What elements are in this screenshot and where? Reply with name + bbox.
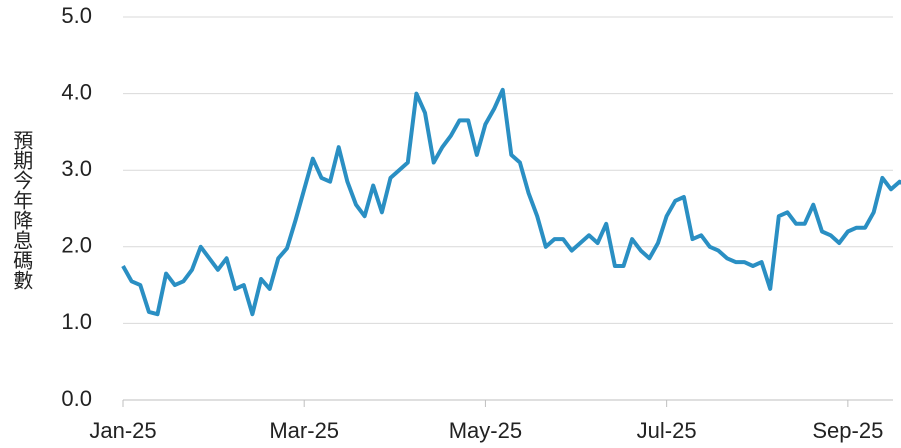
x-tick-label: May-25 (449, 418, 522, 443)
y-tick-label: 5.0 (61, 3, 92, 28)
x-tick-label: Jan-25 (89, 418, 156, 443)
y-tick-label: 0.0 (61, 386, 92, 411)
y-axis-label: 預期今年降息碼數 (10, 130, 33, 290)
y-tick-label: 3.0 (61, 156, 92, 181)
y-tick-label: 1.0 (61, 309, 92, 334)
x-tick-label: Mar-25 (269, 418, 339, 443)
line (121, 87, 901, 317)
x-tick-label: Sep-25 (812, 418, 883, 443)
y-tick-label: 2.0 (61, 233, 92, 258)
x-tick-label: Jul-25 (637, 418, 697, 443)
y-tick-label: 4.0 (61, 79, 92, 104)
